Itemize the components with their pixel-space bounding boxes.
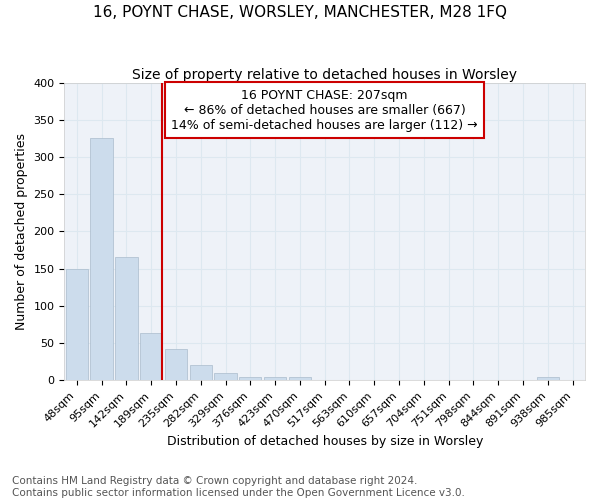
X-axis label: Distribution of detached houses by size in Worsley: Distribution of detached houses by size … [167, 434, 483, 448]
Bar [91, 138, 113, 380]
Bar [115, 258, 137, 380]
Y-axis label: Number of detached properties: Number of detached properties [15, 133, 28, 330]
Bar [214, 373, 236, 380]
Text: 16 POYNT CHASE: 207sqm
← 86% of detached houses are smaller (667)
14% of semi-de: 16 POYNT CHASE: 207sqm ← 86% of detached… [172, 88, 478, 132]
Bar [264, 378, 286, 380]
Title: Size of property relative to detached houses in Worsley: Size of property relative to detached ho… [132, 68, 517, 82]
Bar [65, 268, 88, 380]
Bar [239, 376, 262, 380]
Bar [165, 349, 187, 380]
Text: 16, POYNT CHASE, WORSLEY, MANCHESTER, M28 1FQ: 16, POYNT CHASE, WORSLEY, MANCHESTER, M2… [93, 5, 507, 20]
Bar [536, 378, 559, 380]
Bar [289, 376, 311, 380]
Bar [140, 334, 163, 380]
Text: Contains HM Land Registry data © Crown copyright and database right 2024.
Contai: Contains HM Land Registry data © Crown c… [12, 476, 465, 498]
Bar [190, 366, 212, 380]
